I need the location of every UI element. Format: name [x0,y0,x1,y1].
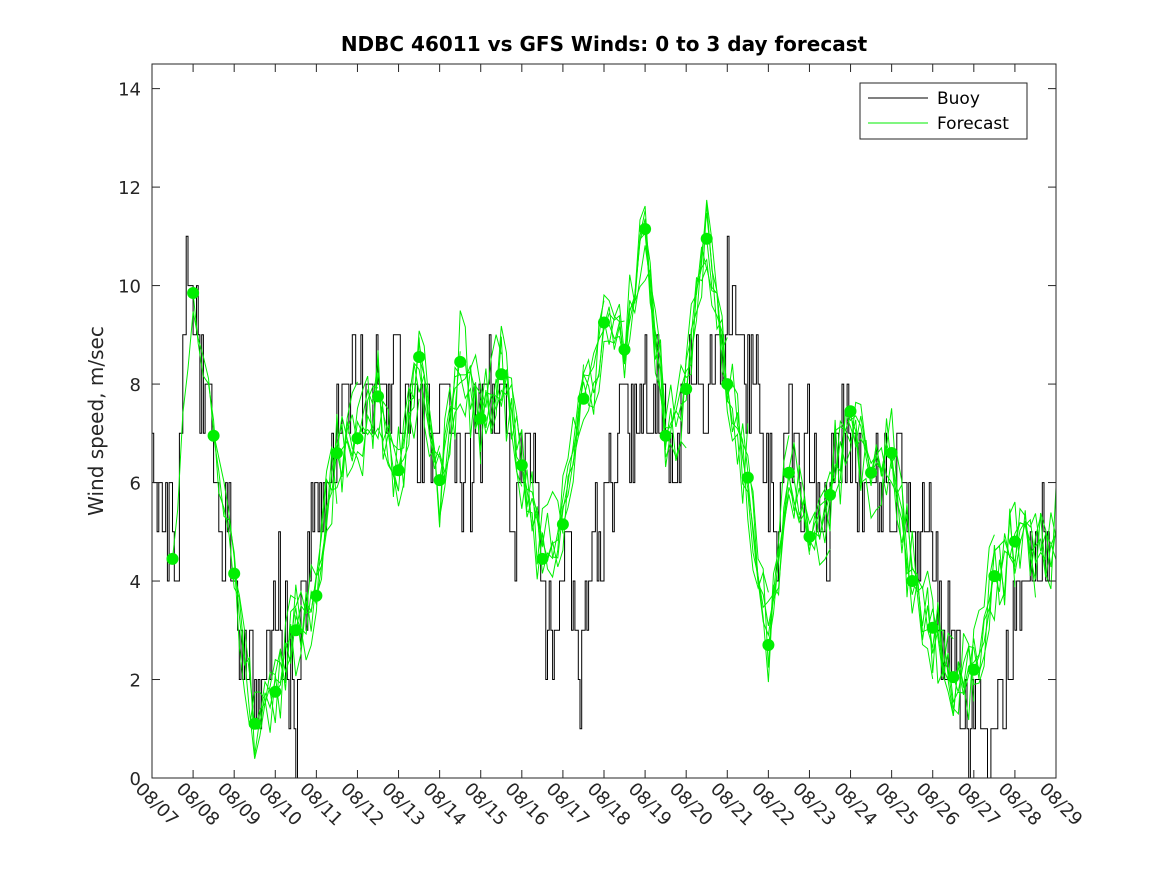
forecast-line [377,334,502,518]
y-axis-ticks: 0 2 4 6 8 10 12 14 [118,80,1056,790]
forecast-marker [618,343,631,356]
forecast-marker [700,232,713,245]
forecast-marker [228,567,241,580]
forecast-line [994,513,1057,582]
plot-area [151,63,1057,779]
forecast-line [357,310,482,523]
forecast-marker [536,552,549,565]
forecast-line [295,398,420,631]
forecast-marker [289,624,302,637]
y-tick-label: 8 [130,375,141,396]
forecast-marker [926,621,939,634]
chart-title: NDBC 46011 vs GFS Winds: 0 to 3 day fore… [341,32,868,56]
forecast-marker [166,552,179,565]
forecast-marker [474,412,487,425]
forecast-markers [166,223,1021,730]
forecast-line [788,401,913,580]
forecast-line [973,512,1057,670]
forecast-line [192,292,317,759]
legend: Buoy Forecast [859,82,1028,140]
forecast-marker [372,390,384,403]
forecast-marker [556,518,569,531]
y-tick-label: 2 [130,671,141,692]
forecast-line [439,365,564,565]
forecast-marker [639,223,652,235]
forecast-marker [1008,535,1021,548]
forecast-marker [844,405,857,418]
forecast-line [870,443,995,721]
y-tick-label: 10 [118,277,141,298]
y-tick-label: 12 [118,178,141,199]
forecast-line [644,228,769,593]
y-tick-label: 14 [118,80,141,101]
forecast-marker [906,575,919,587]
forecast-marker [392,464,405,477]
forecast-line [624,199,749,504]
forecast-marker [187,287,200,299]
forecast-marker [967,663,980,676]
forecast-marker [269,685,282,698]
forecast-marker [433,474,446,487]
forecast-marker [824,488,836,501]
forecast-marker [762,639,775,651]
forecast-marker [577,392,590,405]
forecast-marker [988,570,1001,583]
forecast-marker [351,432,364,445]
forecast-marker [680,383,693,395]
forecast-marker [454,355,467,368]
forecast-marker [782,466,795,479]
forecast-marker [741,471,754,484]
forecast-marker [947,671,960,684]
forecast-line [850,411,975,716]
forecast-marker [495,368,508,381]
forecast-line [911,516,1036,704]
forecast-marker [248,717,261,730]
forecast-marker [865,466,878,479]
forecast-marker [598,316,610,329]
y-tick-label: 4 [130,572,141,593]
forecast-marker [515,459,528,472]
y-tick-label: 6 [130,474,141,495]
forecast-line [1014,512,1057,564]
forecast-marker [413,351,426,363]
y-tick-label: 0 [130,769,141,790]
forecast-marker [330,447,343,459]
legend-label-buoy: Buoy [937,89,980,109]
legend-label-forecast: Forecast [937,114,1009,134]
forecast-marker [207,429,220,442]
legend-box [859,82,1028,140]
forecast-line [726,384,851,638]
axes-background [152,64,1056,778]
forecast-marker [721,378,734,391]
forecast-marker [310,589,323,602]
y-axis-label: Wind speed, m/sec [84,326,108,516]
forecast-marker [659,429,672,442]
forecast-line [213,435,338,756]
forecast-marker [803,530,816,543]
forecast-marker [885,447,898,459]
